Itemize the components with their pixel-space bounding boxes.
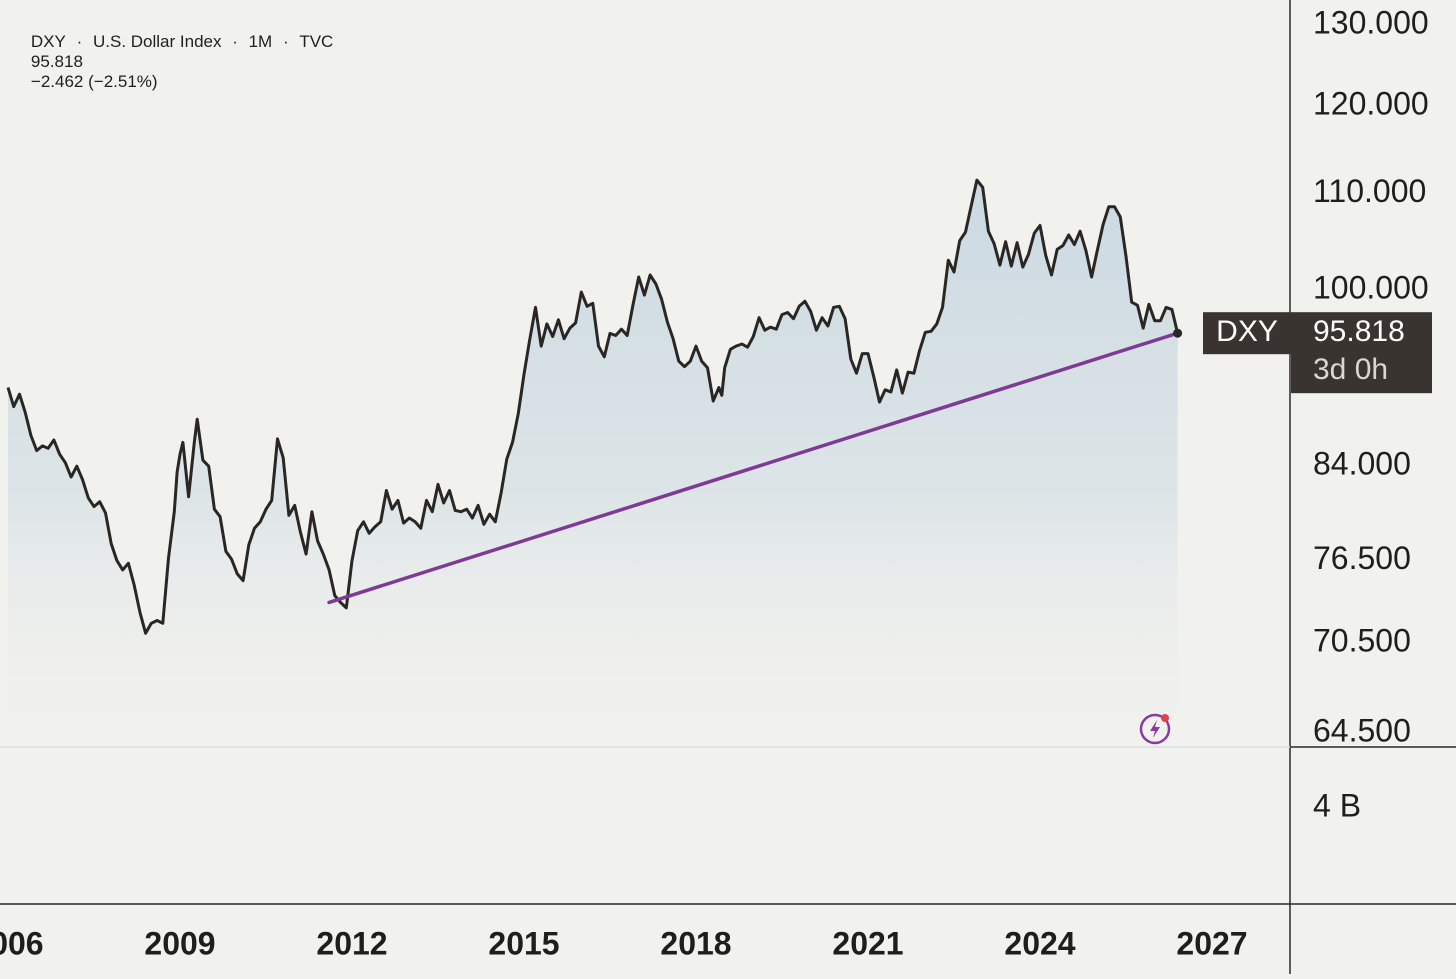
header-separator-1: · xyxy=(71,32,87,51)
lightning-bolt-icon[interactable] xyxy=(1139,713,1171,745)
lightning-notification-dot xyxy=(1161,714,1169,722)
volume-scale-label: 4 B xyxy=(1313,787,1361,823)
y-tick-label: 100.000 xyxy=(1313,269,1429,305)
y-tick-label: 64.500 xyxy=(1313,712,1411,748)
y-tick-label: 84.000 xyxy=(1313,446,1411,482)
y-tick-label: 70.500 xyxy=(1313,623,1411,659)
x-tick-label: 2015 xyxy=(488,925,559,961)
y-tick-label: 76.500 xyxy=(1313,540,1411,576)
series-area-fill xyxy=(8,180,1178,748)
price-badge: DXY 95.818 3d 0h xyxy=(1203,312,1432,394)
series-line[interactable] xyxy=(6,178,1180,635)
x-tick-label: 2024 xyxy=(1004,925,1075,961)
price-badge-symbol-box xyxy=(1203,312,1291,355)
y-tick-label: 110.000 xyxy=(1313,173,1426,209)
header-name: U.S. Dollar Index xyxy=(92,32,222,51)
lightning-ring xyxy=(1139,713,1171,745)
header-interval: 1M xyxy=(248,32,273,51)
price-badge-symbol: DXY xyxy=(1216,315,1278,348)
x-tick-label: 2012 xyxy=(316,925,387,961)
header-price: 95.818 xyxy=(30,52,83,71)
y-tick-label: 130.000 xyxy=(1313,4,1429,40)
y-tick-label: 120.000 xyxy=(1313,85,1429,121)
header-source: TVC xyxy=(299,32,334,51)
last-price-point xyxy=(1173,328,1183,338)
header-separator-3: · xyxy=(278,32,294,51)
price-badge-value: 95.818 xyxy=(1313,315,1405,348)
price-badge-countdown: 3d 0h xyxy=(1313,353,1388,386)
plot-layer xyxy=(6,178,1183,748)
chart-header: DXY · U.S. Dollar Index · 1M · TVC 95.81… xyxy=(12,12,339,112)
x-tick-label: 2018 xyxy=(660,925,731,961)
trendline[interactable] xyxy=(327,331,1180,605)
lightning-bolt-shape xyxy=(1150,720,1160,738)
header-change: −2.462 (−2.51%) xyxy=(30,72,158,91)
x-tick-label: 2027 xyxy=(1176,925,1247,961)
price-badge-box xyxy=(1291,312,1432,394)
x-tick-label: 2006 xyxy=(0,925,44,961)
header-symbol: DXY xyxy=(30,32,66,51)
header-separator-2: · xyxy=(227,32,243,51)
x-tick-label: 2009 xyxy=(144,925,215,961)
x-tick-label: 2021 xyxy=(832,925,903,961)
